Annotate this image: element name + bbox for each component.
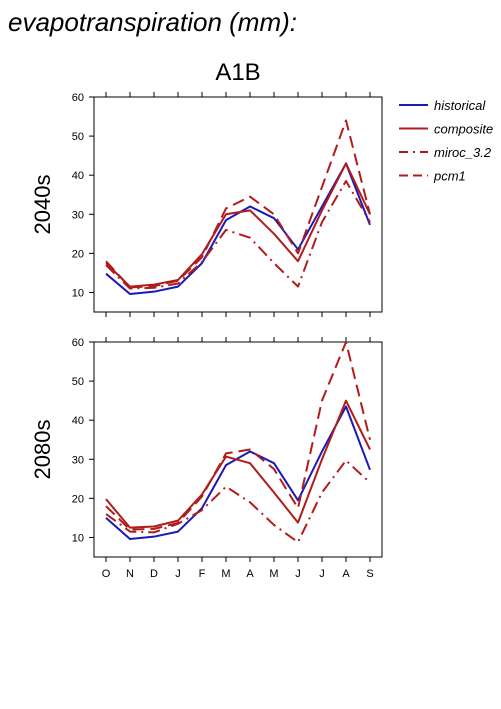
series-line-pcm1 <box>105 119 371 289</box>
plot-frame <box>93 96 383 313</box>
y-tick-label: 20 <box>72 493 84 505</box>
chart-panel-2040s: 10 20 30 40 50 60 2040s <box>30 92 383 317</box>
x-tick-label: J <box>319 568 325 580</box>
x-tick-label: J <box>175 568 181 580</box>
legend: historical composite miroc_3.2 pcm1 <box>399 98 493 184</box>
x-tick-label: S <box>366 568 373 580</box>
legend-item: historical <box>399 98 486 113</box>
scenario-label: A1B <box>215 59 260 86</box>
y-tick-label: 10 <box>72 287 84 299</box>
legend-label: miroc_3.2 <box>434 145 492 160</box>
series-line-historical <box>105 162 371 296</box>
row-label: 2040s <box>30 175 55 235</box>
series-line-composite <box>105 399 371 529</box>
y-tick-label: 60 <box>72 92 84 104</box>
panels-group: 10 20 30 40 50 60 2040s 10 20 30 40 50 60 O N D J F M A M J J A… <box>30 92 383 580</box>
series-line-miroc-3-2 <box>105 459 371 544</box>
plot-frame <box>93 341 383 558</box>
x-tick-label: A <box>342 568 350 580</box>
y-tick-label: 50 <box>72 131 84 143</box>
y-tick-label: 40 <box>72 170 84 182</box>
series-line-pcm1 <box>105 341 371 531</box>
x-tick-label: F <box>199 568 206 580</box>
x-tick-label: M <box>269 568 278 580</box>
y-tick-label: 20 <box>72 248 84 260</box>
series-line-composite <box>105 162 371 288</box>
row-label: 2080s <box>30 420 55 480</box>
figure-title: evapotranspiration (mm): <box>8 7 297 37</box>
series-line-historical <box>105 405 371 541</box>
series-line-miroc-3-2 <box>105 180 371 290</box>
x-tick-label: D <box>150 568 158 580</box>
chart-panel-2080s: 10 20 30 40 50 60 O N D J F M A M J J A S 2080s <box>30 337 383 580</box>
legend-item: composite <box>399 122 493 137</box>
legend-item: pcm1 <box>399 169 466 184</box>
y-tick-label: 30 <box>72 454 84 466</box>
x-tick-label: N <box>126 568 134 580</box>
x-tick-label: A <box>246 568 254 580</box>
legend-label: pcm1 <box>433 169 466 184</box>
legend-label: historical <box>434 98 486 113</box>
y-tick-label: 50 <box>72 376 84 388</box>
legend-item: miroc_3.2 <box>399 145 492 160</box>
x-tick-label: O <box>102 568 111 580</box>
legend-label: composite <box>434 122 493 137</box>
y-tick-label: 30 <box>72 209 84 221</box>
x-tick-label: J <box>295 568 301 580</box>
y-tick-label: 40 <box>72 415 84 427</box>
x-tick-label: M <box>221 568 230 580</box>
y-tick-label: 10 <box>72 532 84 544</box>
y-tick-label: 60 <box>72 337 84 349</box>
